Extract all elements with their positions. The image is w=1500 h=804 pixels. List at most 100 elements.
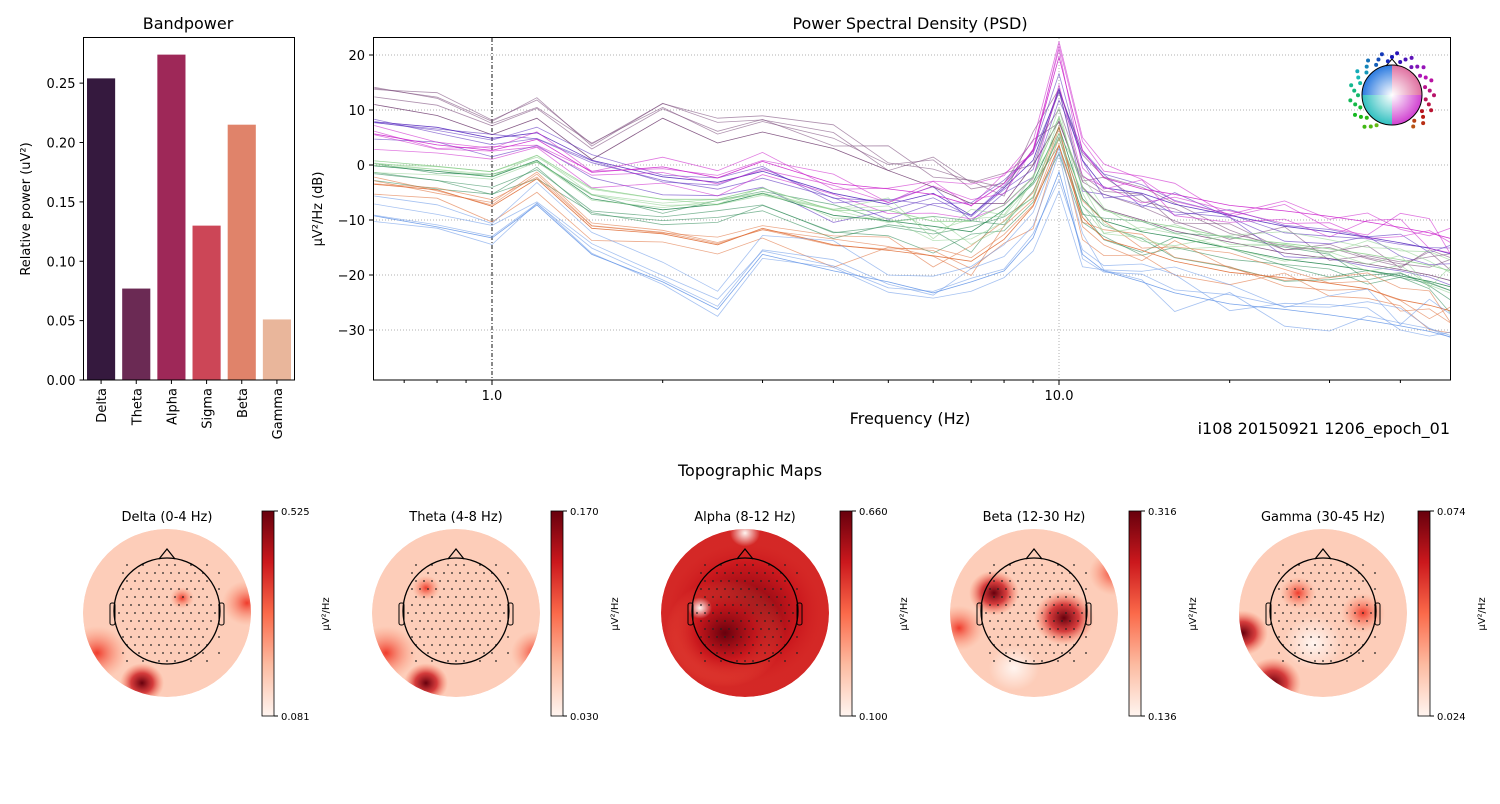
sensor-dot	[1306, 580, 1308, 582]
sensor-dot	[1314, 612, 1316, 614]
sensor-dot	[744, 660, 746, 662]
sensor-dot	[499, 620, 501, 622]
sensor-dot	[435, 604, 437, 606]
sensor-dot	[455, 564, 457, 566]
sensor-dot	[455, 644, 457, 646]
sensor-dot	[1041, 564, 1043, 566]
colorbar-min-label: 0.100	[859, 712, 888, 723]
sensor-dot	[166, 628, 168, 630]
sensor-dot	[1282, 580, 1284, 582]
psd-channel-line	[374, 104, 1450, 281]
sensor-dot	[1041, 580, 1043, 582]
sensor-dot	[467, 588, 469, 590]
sensor-dot	[1001, 628, 1003, 630]
sensor-dot	[1346, 580, 1348, 582]
sensor-dot	[1057, 628, 1059, 630]
sensor-dot	[174, 660, 176, 662]
sensor-dot	[435, 572, 437, 574]
sensor-dot	[796, 572, 798, 574]
psd-channel-line	[374, 41, 1450, 237]
sensor-dot	[1346, 660, 1348, 662]
sensor-dot	[768, 644, 770, 646]
sensor-dot	[784, 612, 786, 614]
sensor-dot	[1025, 564, 1027, 566]
sensor-dot	[427, 604, 429, 606]
sensor-dot	[1001, 580, 1003, 582]
sensor-dot	[1374, 652, 1376, 654]
sensor-dot	[1362, 564, 1364, 566]
sensor-dot	[138, 636, 140, 638]
sensor-dot	[1310, 572, 1312, 574]
sensor-dot	[732, 588, 734, 590]
sensor-dot	[162, 588, 164, 590]
sensor-dot	[1411, 124, 1416, 129]
sensor-dot	[126, 612, 128, 614]
sensor-dot	[202, 588, 204, 590]
sensor-dot	[788, 620, 790, 622]
sensor-dot	[178, 604, 180, 606]
psd-chart: Power Spectral Density (PSD) µV²/Hz (dB)…	[311, 14, 1451, 428]
sensor-dot	[728, 628, 730, 630]
sensor-dot	[1326, 652, 1328, 654]
sensor-dot	[1294, 572, 1296, 574]
sensor-dot	[1412, 118, 1417, 123]
psd-channel-line	[374, 45, 1450, 255]
sensor-dot	[495, 564, 497, 566]
sensor-dot	[1001, 644, 1003, 646]
sensor-dot	[134, 644, 136, 646]
sensor-dot	[507, 572, 509, 574]
sensor-dot	[1330, 564, 1332, 566]
sensor-dot	[1005, 604, 1007, 606]
sensor-dot	[1330, 628, 1332, 630]
sensor-dot	[768, 580, 770, 582]
sensor-dot	[1429, 108, 1434, 113]
sensor-dot	[1358, 81, 1363, 86]
sensor-dot	[732, 604, 734, 606]
sensor-dot	[206, 580, 208, 582]
sensor-dot	[1354, 580, 1356, 582]
sensor-dot	[1033, 628, 1035, 630]
sensor-dot	[483, 652, 485, 654]
sensor-dot	[1298, 612, 1300, 614]
sensor-dot	[1069, 588, 1071, 590]
sensor-dot	[451, 636, 453, 638]
sensor-dot	[1025, 644, 1027, 646]
sensor-dot	[704, 628, 706, 630]
sensor-dot	[1029, 604, 1031, 606]
sensor-dot	[1374, 588, 1376, 590]
sensor-dot	[1374, 123, 1379, 128]
sensor-dot	[744, 564, 746, 566]
sensor-dot	[1366, 58, 1371, 63]
sensor-dot	[182, 596, 184, 598]
sensor-dot	[989, 604, 991, 606]
sensor-dot	[716, 604, 718, 606]
sensor-dot	[1278, 572, 1280, 574]
sensor-dot	[760, 644, 762, 646]
sensor-dot	[744, 628, 746, 630]
sensor-dot	[178, 652, 180, 654]
sensor-dot	[1009, 596, 1011, 598]
sensor-dot	[134, 628, 136, 630]
x-tick-label: Delta	[95, 388, 110, 423]
sensor-dot	[1418, 73, 1423, 78]
sensor-dot	[736, 612, 738, 614]
sensor-dot	[784, 660, 786, 662]
sensor-dot	[1053, 588, 1055, 590]
sensor-dot	[1282, 660, 1284, 662]
sensor-dot	[736, 628, 738, 630]
sensor-dot	[162, 620, 164, 622]
sensor-dot	[1077, 604, 1079, 606]
sensor-dot	[1025, 580, 1027, 582]
sensor-dot	[772, 636, 774, 638]
sensor-dot	[487, 628, 489, 630]
sensor-dot	[507, 652, 509, 654]
sensor-dot	[134, 596, 136, 598]
sensor-dot	[744, 612, 746, 614]
sensor-dot	[487, 580, 489, 582]
sensor-dot	[1354, 628, 1356, 630]
sensor-dot	[1355, 69, 1360, 74]
sensor-dot	[1421, 65, 1426, 70]
sensor-dot	[1013, 636, 1015, 638]
sensor-dot	[1049, 596, 1051, 598]
sensor-dot	[415, 612, 417, 614]
